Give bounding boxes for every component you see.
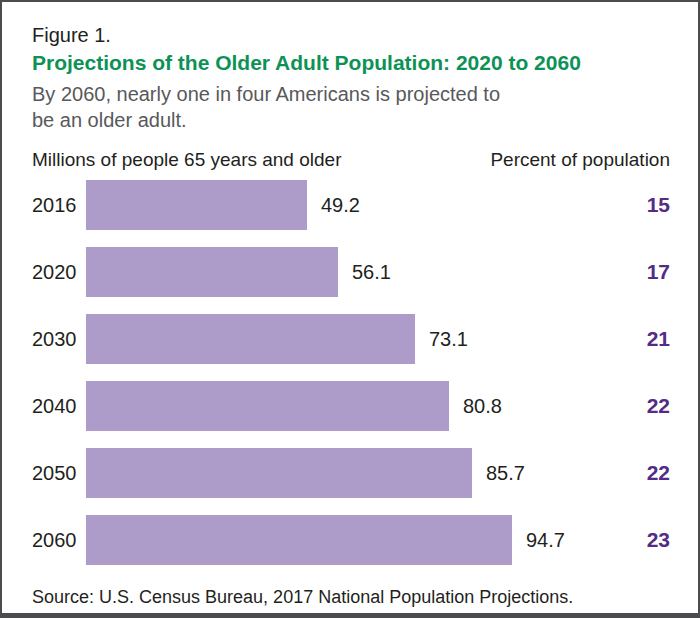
year-label: 2060 [32,529,86,552]
millions-value-label: 56.1 [352,261,391,284]
figure-subtitle-line-2: be an older adult. [32,107,670,133]
chart-row: 2016 49.2 15 [32,180,670,230]
bar-chart: 2016 49.2 15 2020 56.1 17 2030 73.1 21 2… [32,180,670,565]
left-axis-header: Millions of people 65 years and older [32,149,341,171]
percent-value-label: 15 [647,193,670,217]
millions-value-label: 80.8 [463,395,502,418]
percent-value-label: 22 [647,461,670,485]
right-axis-header: Percent of population [490,149,670,171]
percent-value-label: 21 [647,327,670,351]
year-label: 2040 [32,395,86,418]
chart-row: 2060 94.7 23 [32,515,670,565]
millions-value-label: 85.7 [486,462,525,485]
millions-value-label: 49.2 [321,194,360,217]
percent-value-label: 17 [647,260,670,284]
chart-row: 2020 56.1 17 [32,247,670,297]
bar [86,247,338,297]
year-label: 2030 [32,328,86,351]
percent-value-label: 23 [647,528,670,552]
figure-title: Projections of the Older Adult Populatio… [32,51,670,75]
source-note: Source: U.S. Census Bureau, 2017 Nationa… [32,587,670,608]
chart-row: 2050 85.7 22 [32,448,670,498]
bar [86,448,472,498]
bar [86,515,512,565]
bar [86,381,449,431]
bar [86,314,415,364]
figure-subtitle: By 2060, nearly one in four Americans is… [32,81,670,133]
millions-value-label: 73.1 [429,328,468,351]
bar [86,180,307,230]
year-label: 2020 [32,261,86,284]
percent-value-label: 22 [647,394,670,418]
figure-subtitle-line-1: By 2060, nearly one in four Americans is… [32,81,670,107]
year-label: 2016 [32,194,86,217]
figure-number-label: Figure 1. [32,24,670,46]
column-headers: Millions of people 65 years and older Pe… [32,149,670,171]
figure-1-panel: Figure 1. Projections of the Older Adult… [0,0,700,618]
year-label: 2050 [32,462,86,485]
chart-row: 2030 73.1 21 [32,314,670,364]
chart-row: 2040 80.8 22 [32,381,670,431]
millions-value-label: 94.7 [526,529,565,552]
